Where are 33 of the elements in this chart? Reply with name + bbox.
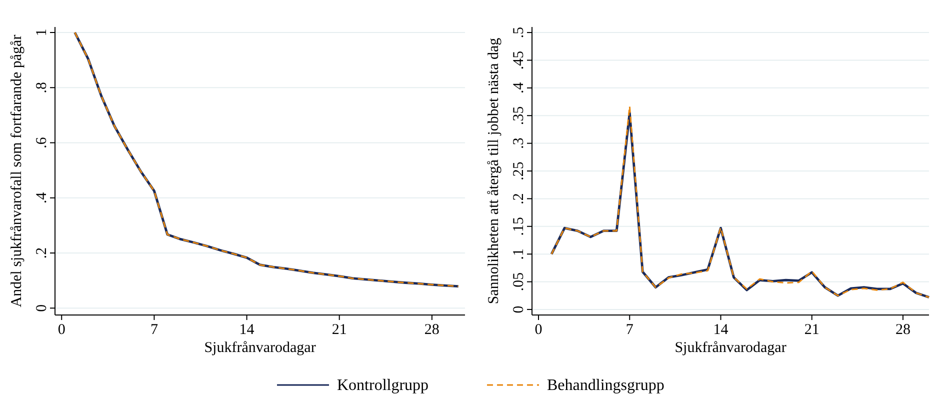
- y-tick-label: .25: [511, 162, 527, 180]
- y-tick-label: .4: [511, 82, 527, 94]
- x-tick-label: 21: [804, 322, 820, 338]
- y-axis-title: Andel sjukfrånvarofall som fortfarande pågår: [9, 34, 25, 308]
- y-tick-label: .8: [34, 82, 50, 94]
- y-tick-label: .35: [511, 106, 527, 125]
- x-tick-label: 28: [895, 322, 910, 338]
- y-tick-label: .2: [34, 247, 50, 259]
- y-tick-label: 1: [34, 28, 50, 36]
- x-tick-label: 28: [424, 322, 440, 338]
- y-tick-label: .5: [511, 26, 527, 38]
- x-axis-title: Sjukfrånvarodagar: [674, 340, 786, 356]
- x-axis-title: Sjukfrånvarodagar: [204, 340, 316, 356]
- x-tick-label: 0: [534, 322, 542, 338]
- y-tick-label: .45: [511, 50, 527, 70]
- x-tick-label: 21: [332, 322, 347, 338]
- y-tick-label: .2: [511, 193, 527, 204]
- y-tick-label: .1: [511, 248, 527, 260]
- x-tick-label: 7: [150, 322, 158, 338]
- y-tick-label: .15: [511, 217, 527, 236]
- y-tick-label: .4: [34, 192, 50, 204]
- y-tick-label: .6: [34, 136, 50, 148]
- legend-label: Kontrollgrupp: [337, 377, 429, 394]
- y-axis-title: Sannolikheten att återgå till jobbet nästa dag: [486, 37, 502, 304]
- x-tick-label: 14: [239, 322, 255, 338]
- x-tick-label: 14: [713, 322, 729, 338]
- y-tick-label: .3: [511, 138, 527, 149]
- y-tick-label: 0: [34, 304, 50, 312]
- x-tick-label: 7: [626, 322, 634, 338]
- y-tick-label: 0: [511, 306, 527, 314]
- legend-label: Behandlingsgrupp: [547, 377, 664, 394]
- y-tick-label: .05: [511, 272, 527, 292]
- x-tick-label: 0: [58, 322, 66, 338]
